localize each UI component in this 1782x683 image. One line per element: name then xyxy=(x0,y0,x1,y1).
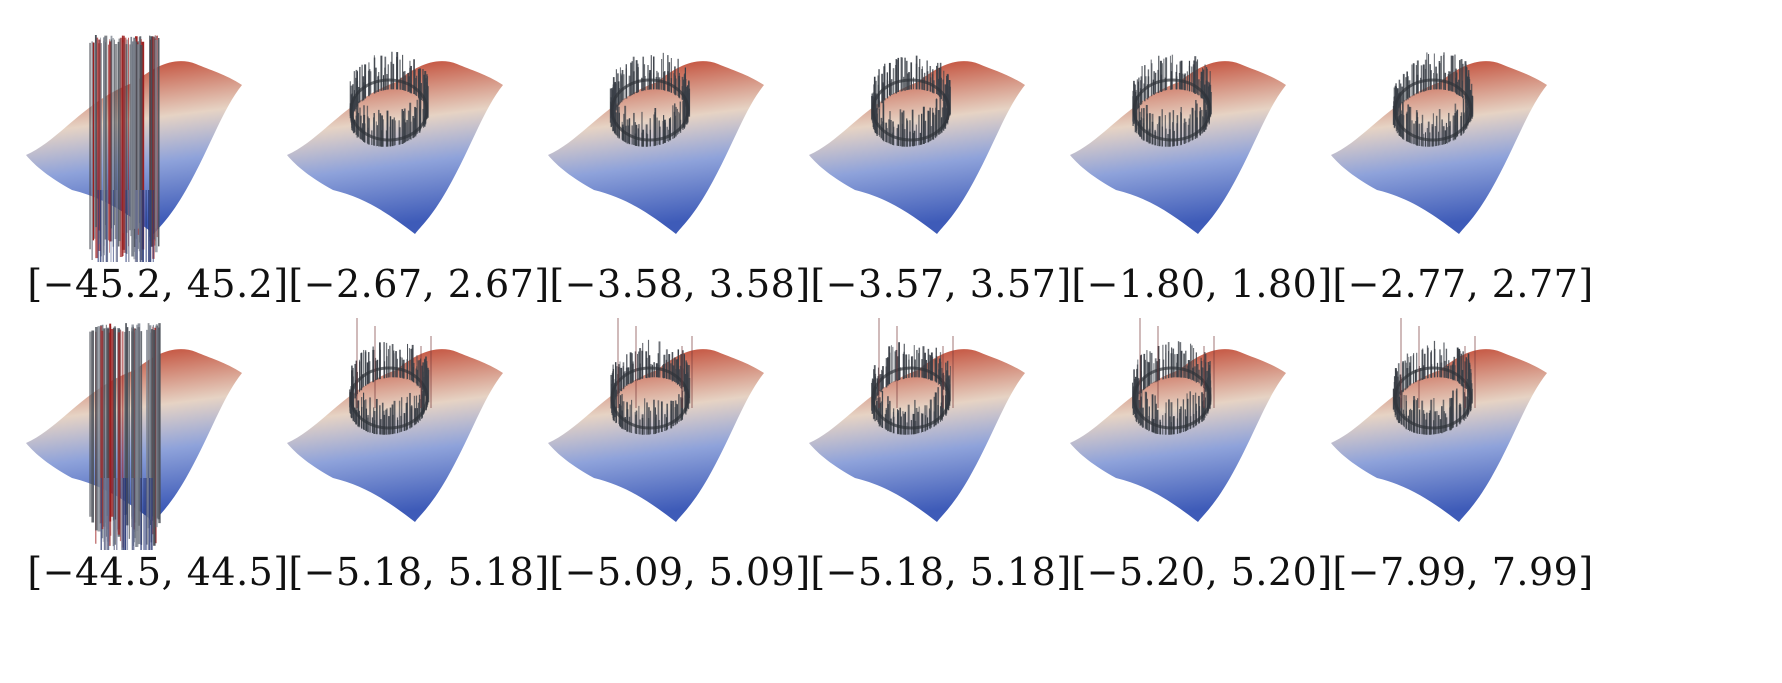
surface-plot-panel: [−5.09, 5.09] xyxy=(532,318,828,618)
surface-sheet xyxy=(809,349,1025,522)
surface-plot-panel: [−5.18, 5.18] xyxy=(793,318,1089,618)
surface-plot-panel: [−5.20, 5.20] xyxy=(1054,318,1350,618)
ring-outline xyxy=(349,78,429,142)
spike-ring xyxy=(1132,318,1215,435)
surface-sheet xyxy=(548,349,764,522)
range-label: [−2.77, 2.77] xyxy=(1332,262,1594,306)
surface-sheet xyxy=(1331,61,1547,234)
spike-ring xyxy=(349,318,432,435)
surface-plot xyxy=(548,52,764,234)
range-label: [−44.5, 44.5] xyxy=(27,550,289,594)
surface-plot xyxy=(26,35,242,262)
surface-plot xyxy=(1331,52,1547,234)
surface-plot-panel: [−7.99, 7.99] xyxy=(1315,318,1611,618)
surface-sheet xyxy=(809,61,1025,234)
spike-ring xyxy=(89,323,161,550)
surface-plot xyxy=(1070,54,1286,234)
spike-ring xyxy=(871,55,951,147)
range-label: [−5.18, 5.18] xyxy=(810,550,1072,594)
spike-ring xyxy=(349,51,429,147)
ring-outline xyxy=(1393,366,1473,430)
range-label: [−5.09, 5.09] xyxy=(549,550,811,594)
ring-outline xyxy=(610,78,690,142)
surface-plot xyxy=(1070,318,1286,522)
range-label: [−45.2, 45.2] xyxy=(27,262,289,306)
surface-sheet xyxy=(1070,61,1286,234)
surface-plot xyxy=(809,55,1025,234)
spike-ring xyxy=(1132,54,1212,147)
spike-ring xyxy=(1392,318,1476,435)
surface-plot xyxy=(548,318,764,522)
surface-plot-panel: [−1.80, 1.80] xyxy=(1054,30,1350,330)
surface-plot-panel: [−5.18, 5.18] xyxy=(271,318,567,618)
spike-ring xyxy=(871,318,954,435)
surface-plot xyxy=(809,318,1025,522)
range-label: [−3.57, 3.57] xyxy=(810,262,1072,306)
range-label: [−1.80, 1.80] xyxy=(1071,262,1333,306)
ring-outline xyxy=(1132,78,1212,142)
ring-outline xyxy=(610,366,690,430)
surface-sheet xyxy=(287,61,503,234)
range-label: [−2.67, 2.67] xyxy=(288,262,550,306)
range-label: [−7.99, 7.99] xyxy=(1332,550,1594,594)
range-label: [−3.58, 3.58] xyxy=(549,262,811,306)
range-label: [−5.20, 5.20] xyxy=(1071,550,1333,594)
ring-outline xyxy=(871,78,951,142)
ring-outline xyxy=(349,366,429,430)
spike-ring xyxy=(89,35,160,262)
spike-ring xyxy=(1392,52,1474,147)
surface-plot xyxy=(26,323,242,550)
ring-outline xyxy=(1132,366,1212,430)
surface-plot xyxy=(287,51,503,234)
range-label: [−5.18, 5.18] xyxy=(288,550,550,594)
surface-plot-panel: [−2.77, 2.77] xyxy=(1315,30,1611,330)
spike-ring xyxy=(609,52,691,147)
ring-outline xyxy=(871,366,951,430)
surface-plot xyxy=(1331,318,1547,522)
surface-plot-panel: [−44.5, 44.5] xyxy=(10,318,306,618)
spike-ring xyxy=(610,318,693,435)
surface-sheet xyxy=(548,61,764,234)
surface-plot-panel: [−2.67, 2.67] xyxy=(271,30,567,330)
surface-sheet xyxy=(1331,349,1547,522)
surface-sheet xyxy=(287,349,503,522)
surface-plot xyxy=(287,318,503,522)
surface-plot-panel: [−45.2, 45.2] xyxy=(10,30,306,330)
ring-outline xyxy=(1393,78,1473,142)
surface-plot-panel: [−3.58, 3.58] xyxy=(532,30,828,330)
surface-plot-panel: [−3.57, 3.57] xyxy=(793,30,1089,330)
surface-sheet xyxy=(1070,349,1286,522)
